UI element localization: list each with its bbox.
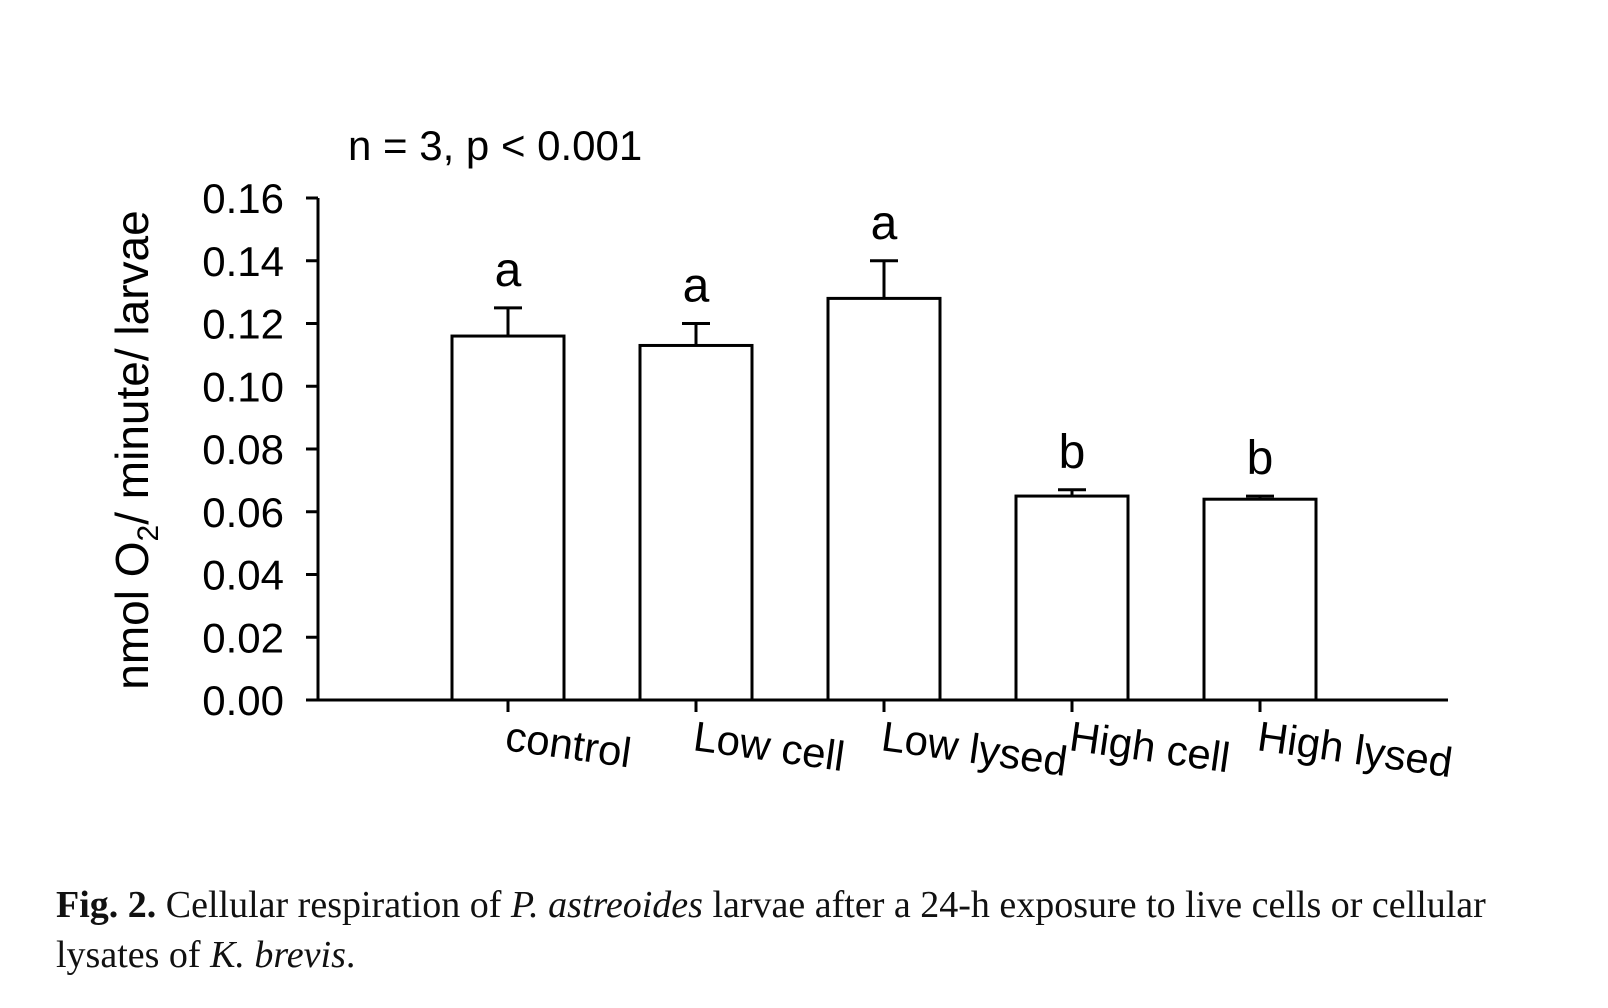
caption-text-2: larvae after a 24-h exposure to live cel… (56, 884, 1486, 976)
y-axis-label: nmol O2/ minute/ larvae (106, 210, 165, 689)
group-letter-3: b (1059, 426, 1086, 479)
x-tick-label-2: Low lysed (879, 712, 1070, 785)
bar-1 (638, 343, 754, 702)
y-tick-label-3: 0.06 (202, 489, 284, 536)
caption-species-2: K. brevis (210, 934, 346, 976)
y-tick-label-6: 0.12 (202, 301, 284, 348)
x-tick-label-1: Low cell (691, 712, 848, 780)
y-tick-label-8: 0.16 (202, 175, 284, 222)
y-axis-ticks: 0.00 0.02 0.04 0.06 0.08 0.10 0.12 0.14 0.16 (202, 175, 318, 724)
chart-annotation: n = 3, p < 0.001 (348, 122, 642, 169)
caption-species-1: P. astreoides (510, 884, 703, 926)
caption-text-3: . (345, 934, 356, 976)
x-tick-label-4: High lysed (1255, 712, 1456, 786)
y-tick-label-2: 0.04 (202, 552, 284, 599)
y-axis-label-subscript: 2 (132, 525, 165, 542)
bar-chart: n = 3, p < 0.001 nmol O2/ minute/ larvae… (106, 122, 1456, 786)
y-tick-label-0: 0.00 (202, 677, 284, 724)
group-letter-4: b (1247, 432, 1274, 485)
bar-0 (450, 334, 566, 702)
x-tick-label-3: High cell (1067, 712, 1233, 781)
x-tick-label-0: control (503, 712, 634, 776)
y-tick-label-4: 0.08 (202, 426, 284, 473)
bar-3 (1014, 494, 1130, 702)
group-letter-1: a (683, 260, 710, 313)
y-axis-label-rest: / minute/ larvae (106, 210, 158, 524)
bars: a a a b b (450, 197, 1318, 702)
bar-2 (826, 296, 942, 702)
y-tick-label-5: 0.10 (202, 363, 284, 410)
figure-caption: Fig. 2. Cellular respiration of P. astre… (56, 880, 1576, 980)
caption-text-1: Cellular respiration of (156, 884, 511, 926)
y-tick-label-1: 0.02 (202, 614, 284, 661)
caption-label: Fig. 2. (56, 884, 157, 926)
y-tick-label-7: 0.14 (202, 238, 284, 285)
y-axis-label-main: nmol O (106, 541, 158, 689)
bar-4 (1202, 497, 1318, 702)
group-letter-0: a (495, 244, 522, 297)
group-letter-2: a (871, 197, 898, 250)
